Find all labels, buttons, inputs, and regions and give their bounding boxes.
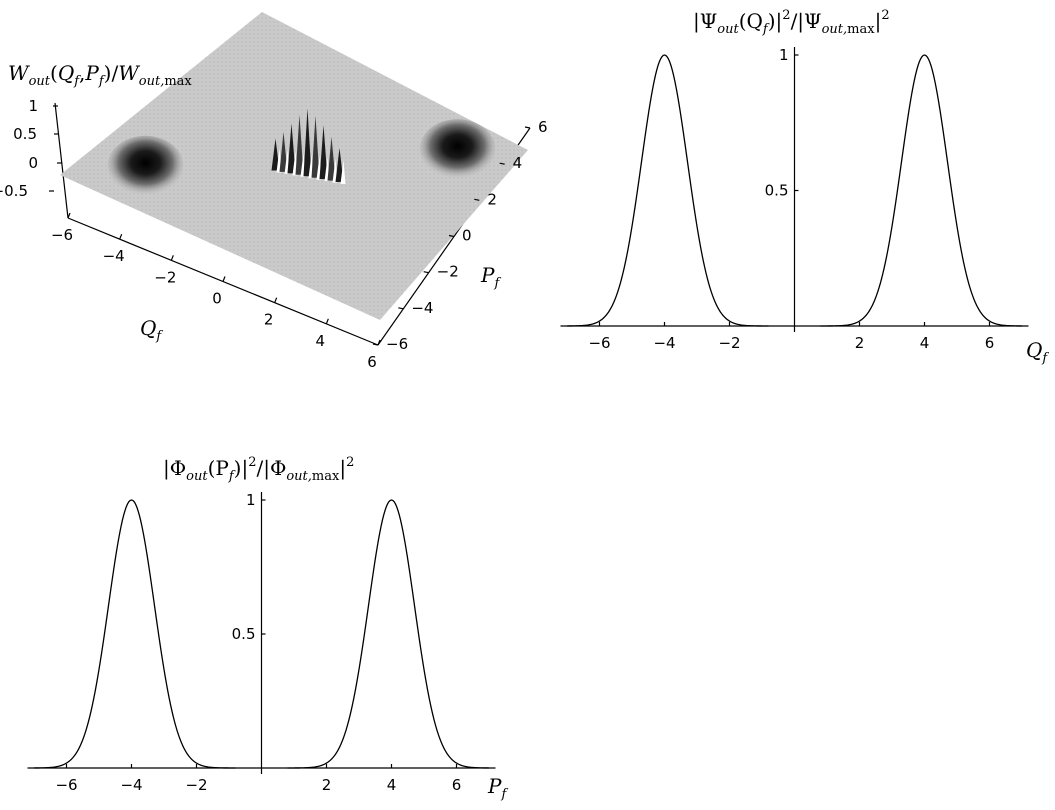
phi-curves [27, 499, 496, 769]
surface-p-tick-mark [499, 162, 505, 165]
surface-q-tick-mark [377, 339, 381, 346]
z-axis [54, 102, 69, 219]
psi-marginal-plot: −6 −4 −2 2 4 6 0.5 1 |Ψout(Qf)|2/|Ψout,max|2 Qf [560, 8, 1049, 366]
surface-q-tick: −2 [154, 268, 176, 286]
psi-gaussian-curve-2 [820, 54, 1029, 327]
psi-x-tick-label: 6 [985, 334, 995, 352]
fringe-peak [327, 136, 336, 181]
surface-q-tick-mark [67, 212, 71, 219]
phi-x-tick-label: 4 [387, 776, 397, 794]
surface-p-tick: −2 [437, 263, 459, 281]
fringe-peak [271, 138, 280, 171]
psi-y-label: |Ψout(Qf)|2/|Ψout,max|2 [693, 8, 890, 37]
surface-peaks [107, 119, 496, 196]
phi-x-tick-label: −2 [185, 776, 207, 794]
phi-gaussian-curve-2 [287, 499, 496, 769]
surface-p-tick: −4 [411, 299, 433, 317]
psi-x-tick-label: −6 [588, 334, 610, 352]
surface-p-tick-mark [372, 343, 379, 346]
surface-z-tick: 0.5 [13, 125, 37, 143]
surface-peak-1 [107, 135, 184, 196]
phi-x-tick-label: 2 [322, 776, 332, 794]
surface-z-label: Wout(Qf,Pf)/Wout,max [8, 61, 192, 89]
fringe-peak [295, 114, 304, 175]
surface-q-tick: −6 [51, 226, 73, 244]
psi-x-tick-label: −4 [653, 334, 675, 352]
surface-p-tick: −6 [386, 335, 408, 353]
fringe-peak [303, 108, 312, 177]
surface-q-tick: −4 [103, 247, 125, 265]
psi-x-label: Qf [1026, 338, 1049, 366]
psi-x-tick-label: 2 [855, 334, 865, 352]
phi-x-tick-label: 6 [452, 776, 462, 794]
psi-axes [567, 47, 1022, 332]
phi-x-label: Pf [487, 774, 508, 802]
surface-q-tick-mark [222, 276, 226, 282]
surface-q-tick-mark [170, 255, 174, 261]
psi-curves [560, 54, 1029, 327]
psi-gaussian-curve-1 [560, 54, 769, 327]
phi-y-tick-label: 1 [246, 491, 256, 509]
fringe-trough [340, 160, 346, 185]
phi-ticks: −6 −4 −2 2 4 6 0.5 1 [55, 491, 461, 794]
psi-x-tick-label: −2 [718, 334, 740, 352]
surface-q-tick-mark [119, 233, 123, 240]
fringe-peak [279, 131, 288, 172]
fringe-peak [311, 115, 320, 178]
psi-y-tick-label: 1 [779, 46, 789, 64]
surface-q-tick: 4 [316, 332, 326, 350]
surface-p-tick: 6 [538, 118, 548, 136]
surface-q-tick: 0 [212, 290, 222, 308]
phi-gaussian-curve-1 [27, 499, 236, 769]
phi-x-tick-label: −4 [120, 776, 142, 794]
surface-p-tick-mark [524, 126, 531, 129]
surface-p-tick-mark [423, 271, 429, 274]
phi-marginal-plot: −6 −4 −2 2 4 6 0.5 1 |Φout(Pf)|2/|Φout,max|2 Pf [27, 455, 508, 802]
surface-z-tick: 0 [28, 154, 38, 172]
surface-q-tick-mark [274, 297, 278, 303]
fringe-peak [319, 125, 328, 180]
fringe-peak [287, 123, 296, 174]
surface-q-tick-mark [325, 318, 329, 325]
surface-z-tick: 1 [28, 97, 38, 115]
interference-fringes [271, 108, 346, 185]
phi-axes [34, 492, 489, 774]
surface-p-tick-mark [474, 198, 480, 201]
psi-x-tick-label: 4 [920, 334, 930, 352]
surface-p-tick-mark [398, 307, 404, 310]
surface-q-tick: 6 [367, 353, 377, 371]
surface-q-label: Qf [140, 316, 163, 344]
surface-z-tick: −0.5 [0, 182, 28, 200]
phi-y-tick-label: 0.5 [232, 625, 256, 643]
surface-p-tick: 2 [487, 190, 497, 208]
psi-ticks: −6 −4 −2 2 4 6 0.5 1 [588, 46, 994, 352]
psi-y-tick-label: 0.5 [765, 182, 789, 200]
phi-y-label: |Φout(Pf)|2/|Φout,max|2 [163, 455, 354, 484]
fringe-peak [335, 148, 344, 183]
surface-p-tick: 0 [462, 227, 472, 245]
surface-peak-2 [419, 119, 496, 180]
surface-q-tick: 2 [264, 311, 274, 329]
phi-x-tick-label: −6 [55, 776, 77, 794]
surface-p-tick: 4 [513, 154, 523, 172]
surface-p-tick-mark [448, 234, 455, 238]
surface-p-label: Pf [480, 263, 501, 291]
